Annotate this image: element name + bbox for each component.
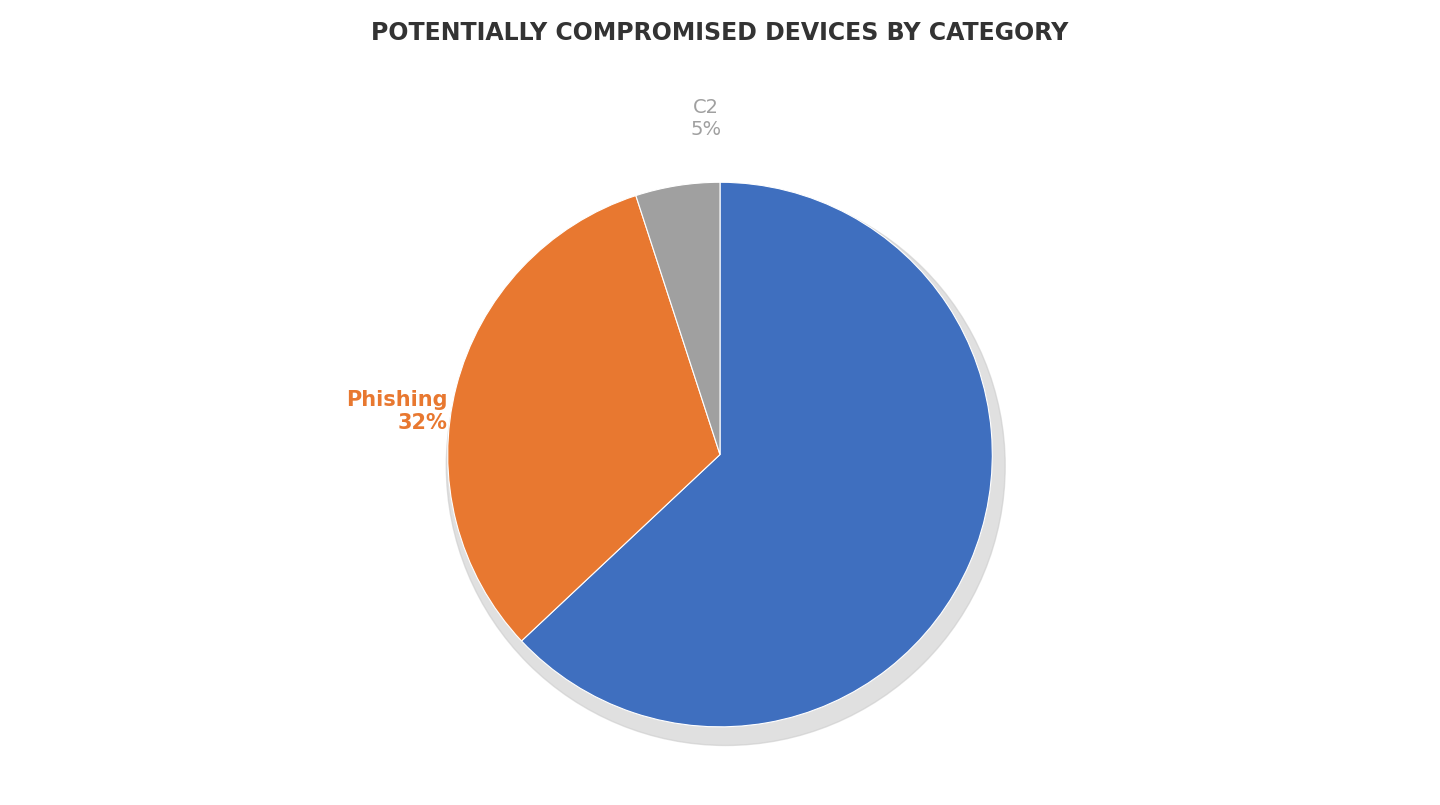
Ellipse shape [446, 187, 1005, 745]
Wedge shape [636, 182, 720, 455]
Text: Malware
63%: Malware 63% [886, 485, 973, 528]
Wedge shape [521, 182, 992, 727]
Text: Phishing
32%: Phishing 32% [346, 390, 448, 433]
Wedge shape [448, 196, 720, 641]
Text: C2
5%: C2 5% [690, 98, 721, 139]
Title: POTENTIALLY COMPROMISED DEVICES BY CATEGORY: POTENTIALLY COMPROMISED DEVICES BY CATEG… [372, 21, 1068, 45]
